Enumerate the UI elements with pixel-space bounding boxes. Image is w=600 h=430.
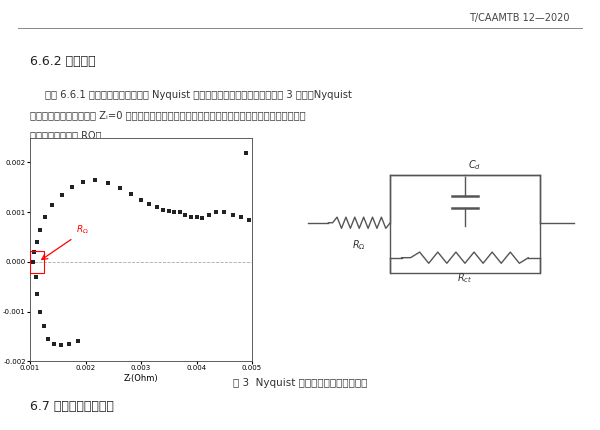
Point	[164, 208, 173, 215]
Bar	[30, 251, 44, 273]
Text: 6.6.2 数据处理: 6.6.2 数据处理	[30, 55, 95, 68]
Point	[58, 191, 67, 198]
Point	[35, 308, 45, 315]
Point	[192, 214, 202, 221]
Point	[103, 180, 113, 187]
Point	[181, 211, 190, 218]
Point	[126, 191, 136, 198]
Point	[44, 335, 53, 342]
Point	[29, 249, 39, 255]
Point	[73, 338, 83, 345]
Point	[186, 214, 196, 221]
Point	[158, 206, 168, 213]
Point	[91, 176, 100, 183]
Point	[67, 184, 76, 191]
Text: $R_{\Omega}$: $R_{\Omega}$	[76, 224, 89, 236]
Point	[47, 201, 57, 208]
Point	[145, 201, 154, 208]
Point	[236, 214, 246, 221]
Point	[56, 342, 66, 349]
Text: $C_d$: $C_d$	[468, 158, 481, 172]
Point	[204, 211, 214, 218]
Text: $R_{ct}$: $R_{ct}$	[457, 272, 473, 286]
Text: 6.7 膜电极抗反极性能: 6.7 膜电极抗反极性能	[30, 400, 114, 413]
X-axis label: Zᵣ(Ohm): Zᵣ(Ohm)	[124, 374, 158, 383]
Text: 根据 6.6.1 得到的阻抗谱数据绘制 Nyquist 曲线及其简化的等效电路图，如图 3 所示，Nyquist: 根据 6.6.1 得到的阻抗谱数据绘制 Nyquist 曲线及其简化的等效电路图…	[45, 90, 352, 100]
Text: 图中由线在过高频区域与 Zᵢ=0 的交点（红色方框中的点）实则坐标近似为单电池的欧姆极化电阻，: 图中由线在过高频区域与 Zᵢ=0 的交点（红色方框中的点）实则坐标近似为单电池的…	[30, 110, 305, 120]
Point	[228, 211, 238, 218]
Point	[115, 185, 125, 192]
Text: T/CAAMTB 12—2020: T/CAAMTB 12—2020	[470, 13, 570, 23]
Point	[78, 179, 88, 186]
Point	[211, 209, 221, 215]
Point	[220, 209, 229, 215]
Point	[35, 226, 45, 233]
Point	[197, 215, 207, 221]
Y-axis label: Zᵢ(Ohm): Zᵢ(Ohm)	[0, 233, 2, 266]
Point	[169, 209, 179, 215]
Point	[64, 341, 74, 347]
Text: 图 3  Nyquist 阻抗谱图及其等效电路图: 图 3 Nyquist 阻抗谱图及其等效电路图	[233, 378, 367, 388]
Point	[49, 341, 59, 347]
Point	[175, 209, 185, 215]
Point	[136, 196, 146, 203]
Bar	[390, 175, 540, 273]
Text: $R_{\Omega}$: $R_{\Omega}$	[352, 238, 366, 252]
Text: 即为等效电路中的 RΩ。: 即为等效电路中的 RΩ。	[30, 130, 101, 140]
Point	[242, 149, 251, 156]
Point	[32, 239, 41, 246]
Point	[32, 291, 42, 298]
Point	[39, 323, 49, 330]
Point	[28, 258, 38, 265]
Point	[31, 273, 40, 280]
Point	[40, 214, 50, 221]
Point	[244, 216, 254, 223]
Point	[152, 204, 161, 211]
